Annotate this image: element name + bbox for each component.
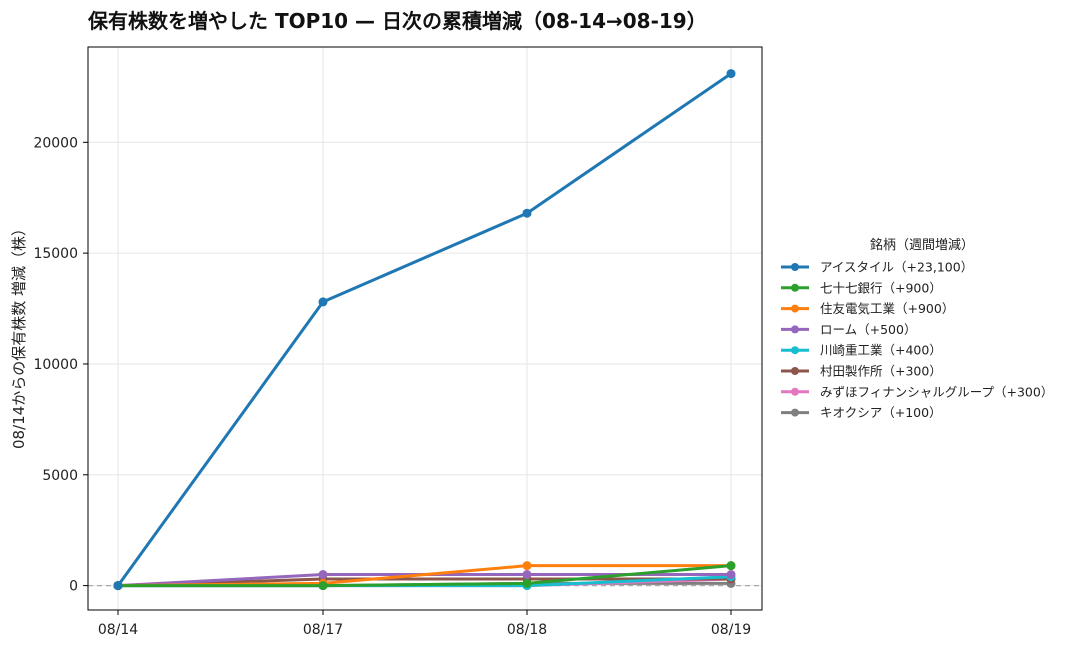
data-point: [726, 561, 736, 571]
data-point: [318, 297, 328, 307]
legend-swatch-marker: [791, 387, 799, 396]
legend-swatch-marker: [791, 263, 799, 271]
legend-label: キオクシア（+100）: [820, 405, 942, 420]
legend-item: 七十七銀行（+900）: [781, 280, 942, 295]
legend-swatch-marker: [791, 325, 799, 334]
legend-label: 川崎重工業（+400）: [820, 343, 942, 358]
legend-label: 住友電気工業（+900）: [820, 301, 954, 316]
legend-items: アイスタイル（+23,100） 七十七銀行（+900） 住友電気工業（+900） ロー…: [781, 260, 1053, 420]
y-tick-label: 0: [69, 579, 78, 595]
series-line: [116, 564, 733, 588]
series-line: [116, 577, 733, 588]
y-tick-label: 5000: [42, 468, 78, 484]
legend-item: キオクシア（+100）: [781, 405, 942, 420]
legend-item: 住友電気工業（+900）: [781, 301, 954, 316]
data-point: [726, 570, 736, 580]
series-2: [113, 561, 736, 591]
y-tick-label: 20000: [33, 135, 78, 151]
y-axis-ticks: 0 5000 10000 15000 20000: [33, 135, 88, 595]
legend-label: みずほフィナンシャルグループ（+300）: [820, 384, 1053, 399]
series-lines: [113, 69, 736, 591]
data-point: [726, 69, 736, 79]
x-tick-label: 08/14: [98, 622, 138, 638]
x-tick-label: 08/18: [507, 622, 547, 638]
series-1: [113, 69, 736, 591]
legend-item: みずほフィナンシャルグループ（+300）: [781, 384, 1053, 399]
legend-swatch-marker: [791, 283, 799, 292]
data-point: [522, 208, 532, 218]
legend-label: アイスタイル（+23,100）: [820, 260, 973, 275]
legend-swatch-marker: [791, 367, 799, 375]
legend-item: ローム（+500）: [781, 322, 916, 337]
x-tick-label: 08/17: [303, 622, 343, 638]
legend-swatch-marker: [791, 304, 799, 313]
y-tick-label: 10000: [33, 357, 78, 373]
data-point: [318, 570, 328, 580]
x-tick-label: 08/19: [711, 622, 751, 638]
legend: 銘柄（週間増減） アイスタイル（+23,100） 七十七銀行（+900） 住友電気工…: [781, 237, 1053, 420]
series-line: [116, 72, 733, 588]
legend-item: 川崎重工業（+400）: [781, 343, 942, 358]
legend-label: 村田製作所（+300）: [820, 364, 942, 379]
legend-item: アイスタイル（+23,100）: [781, 260, 973, 275]
data-point: [522, 578, 532, 588]
x-axis-ticks: 08/14 08/17 08/18 08/19: [98, 610, 751, 638]
data-point: [522, 561, 532, 571]
legend-label: ローム（+500）: [820, 322, 916, 337]
data-point: [113, 581, 123, 591]
legend-swatch-marker: [791, 346, 799, 355]
legend-title: 銘柄（週間増減）: [870, 237, 974, 253]
legend-item: 村田製作所（+300）: [781, 364, 942, 379]
legend-swatch-marker: [791, 408, 799, 417]
legend-label: 七十七銀行（+900）: [820, 280, 942, 295]
grid-lines: [88, 47, 762, 610]
y-axis-label: 08/14からの保有株数 増減（株）: [10, 221, 28, 449]
data-point: [318, 581, 328, 591]
chart-title: 保有株数を増やした TOP10 — 日次の累積増減（08-14→08-19）: [87, 9, 707, 33]
y-tick-label: 15000: [33, 246, 78, 262]
data-point: [522, 570, 532, 580]
plot-frame: [87, 46, 763, 611]
